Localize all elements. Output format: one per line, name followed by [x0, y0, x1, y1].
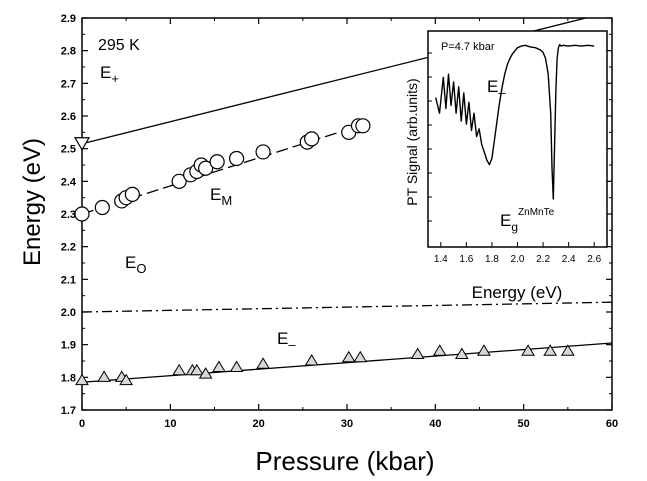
data-point-eminus — [198, 367, 213, 379]
main-plot: 0 10 20 30 40 50 60 1.7 1.8 1.9 2.0 2.1 2.2 2.3 2.4 2.5… — [61, 13, 618, 430]
data-point-eminus — [119, 373, 134, 386]
inset-eg-sup: ZnMnTe — [518, 207, 555, 218]
data-point-em — [228, 150, 245, 167]
series-label-sub: O — [136, 261, 146, 276]
x-tick-label: 20 — [253, 418, 265, 430]
temperature-label: 295 K — [98, 37, 140, 54]
inset-eminus-label: E– — [487, 77, 506, 100]
inset-plot: 1.4 1.6 1.8 2.0 2.2 2.4 2.6 P=4.7 kbar Energy (e… — [404, 30, 608, 302]
inset-eminus-sub: – — [498, 85, 506, 100]
inset-x-tick-label: 1.8 — [485, 254, 499, 265]
x-tick-label: 50 — [518, 418, 530, 430]
data-point-eminus — [521, 344, 535, 356]
data-point-eminus — [410, 347, 425, 359]
y-tick-label: 1.8 — [61, 372, 76, 384]
y-tick-label: 2.4 — [61, 176, 77, 188]
series-label-2: EO — [125, 253, 146, 276]
data-point-eminus — [212, 360, 226, 373]
inset-frame — [427, 30, 608, 248]
y-tick-label: 2.6 — [61, 111, 76, 123]
data-point-eplus — [73, 137, 91, 151]
data-point-eminus — [304, 354, 319, 366]
y-tick-label: 2.0 — [61, 307, 76, 319]
data-point-eminus — [172, 363, 187, 376]
series-label-sub: M — [221, 193, 232, 208]
series-label-3: E– — [277, 329, 296, 352]
data-point-em — [304, 131, 320, 147]
data-point-eminus — [256, 357, 270, 369]
data-point-em — [198, 160, 214, 176]
data-point-em — [171, 173, 187, 189]
data-point-eminus — [432, 344, 447, 356]
inset-eg-sub: g — [511, 220, 518, 234]
data-point-em — [94, 199, 110, 216]
inset-x-tick-label: 1.6 — [459, 254, 473, 265]
y-tick-label: 1.9 — [61, 340, 76, 352]
data-point-eminus — [341, 350, 356, 363]
y-tick-label: 2.2 — [61, 242, 76, 254]
data-point-eminus — [560, 344, 575, 356]
series-label-main: E — [277, 329, 288, 348]
y-tick-label: 2.3 — [61, 209, 76, 221]
data-point-eminus — [454, 347, 469, 359]
inset-x-tick-label: 1.4 — [434, 254, 448, 265]
inset-spectrum-line — [435, 43, 595, 200]
inset-x-tick-label: 2.0 — [511, 254, 525, 265]
series-label-main: E — [125, 253, 136, 272]
data-point-eminus — [229, 360, 244, 373]
data-point-em — [255, 144, 271, 160]
data-point-em — [124, 186, 140, 202]
x-tick-label: 30 — [341, 418, 353, 430]
inset-eminus-main: E — [487, 77, 498, 96]
inset-pressure-label: P=4.7 kbar — [441, 41, 495, 53]
data-point-eminus — [189, 363, 204, 376]
x-tick-label: 60 — [606, 418, 618, 430]
y-tick-label: 2.8 — [61, 46, 76, 58]
x-tick-label: 10 — [164, 418, 176, 430]
x-tick-label: 0 — [79, 418, 85, 430]
data-point-eminus — [543, 344, 558, 356]
data-point-eminus — [97, 370, 111, 382]
inset-x-tick-label: 2.6 — [587, 254, 601, 265]
y-tick-label: 2.7 — [61, 78, 76, 90]
series-label-1: EM — [210, 185, 232, 208]
y-tick-label: 2.1 — [61, 274, 76, 286]
x-axis-title: Pressure (kbar) — [255, 446, 434, 476]
series-label-main: E — [100, 63, 111, 82]
fit-line-2 — [82, 301, 612, 313]
series-label-0: E+ — [100, 63, 119, 86]
inset-eg-main: E — [500, 211, 511, 230]
series-label-main: E — [210, 185, 221, 204]
data-point-em — [74, 206, 90, 222]
series-label-sub: + — [111, 71, 119, 86]
data-point-em — [209, 154, 225, 170]
inset-x-title: Energy (eV) — [472, 283, 563, 302]
inset-x-tick-label: 2.2 — [536, 254, 550, 265]
y-tick-label: 2.5 — [61, 144, 76, 156]
fit-line-3 — [82, 342, 612, 383]
data-point-eminus — [75, 373, 89, 386]
y-tick-label: 1.7 — [61, 405, 76, 417]
x-tick-label: 40 — [429, 418, 441, 430]
series-label-sub: – — [288, 337, 296, 352]
y-axis-title: Energy (eV) — [19, 138, 46, 266]
inset-y-title: PT Signal (arb.units) — [404, 78, 420, 205]
data-point-eminus — [353, 350, 368, 363]
data-point-eminus — [477, 344, 491, 356]
inset-x-tick-label: 2.4 — [562, 254, 576, 265]
y-tick-label: 2.9 — [61, 13, 76, 25]
inset-eg-label: EgZnMnTe — [500, 207, 555, 234]
data-point-em — [355, 118, 371, 134]
